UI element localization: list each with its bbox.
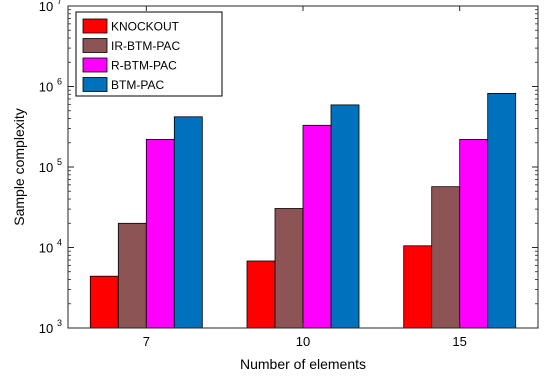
legend-label: BTM-PAC [111,78,164,92]
bar-knockout-15 [403,245,433,329]
legend-swatch-ir-btm-pac [82,38,108,53]
y-tick-label: 10 [39,241,53,256]
x-axis-title: Number of elements [240,356,366,372]
y-tick-exponent: 5 [57,157,62,167]
y-tick-exponent: 3 [57,318,62,328]
legend: KNOCKOUT IR-BTM-PAC R-BTM-PAC BTM-PAC [75,11,223,97]
bar-knockout-7 [89,275,119,329]
legend-swatch-btm-pac [82,77,108,92]
bar-ir-btm-pac-10 [274,208,304,329]
y-tick-label: 10 [39,160,53,175]
legend-label: IR-BTM-PAC [111,39,180,53]
x-tick-label: 15 [452,334,466,349]
y-tick-exponent: 7 [57,0,62,6]
legend-label: R-BTM-PAC [111,59,177,73]
bar-ir-btm-pac-15 [431,186,461,329]
legend-swatch-r-btm-pac [82,57,108,73]
y-tick-label: 10 [39,80,53,95]
bars-layer [89,93,517,329]
bar-btm-pac-7 [173,116,203,329]
y-tick-exponent: 6 [57,77,62,87]
legend-label: KNOCKOUT [111,20,180,34]
y-axis-title: Sample complexity [11,108,27,226]
bar-r-btm-pac-7 [145,138,175,329]
legend-swatch-knockout [82,18,108,34]
y-tick-exponent: 4 [57,238,62,248]
bar-btm-pac-10 [330,104,360,329]
bar-ir-btm-pac-7 [117,222,147,329]
bar-r-btm-pac-10 [302,124,332,329]
bar-knockout-10 [246,260,276,329]
ticks-layer: 7 10 15 10 3 10 4 10 5 10 6 10 7 [39,0,538,349]
x-tick-label: 10 [296,334,310,349]
bar-r-btm-pac-15 [459,138,489,329]
bar-btm-pac-15 [487,93,517,329]
y-tick-label: 10 [39,321,53,336]
x-tick-label: 7 [143,334,150,349]
y-tick-label: 10 [39,0,53,14]
